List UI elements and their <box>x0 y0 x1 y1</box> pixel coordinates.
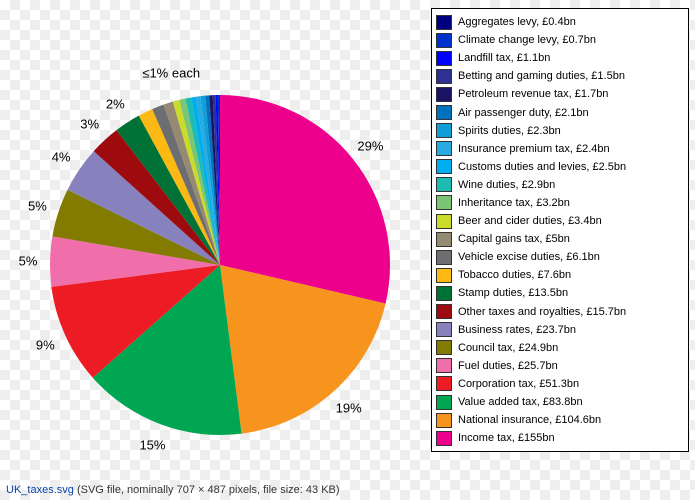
legend-label: National insurance, £104.6bn <box>458 414 601 426</box>
legend-item: Capital gains tax, £5bn <box>436 230 684 248</box>
legend-swatch <box>436 123 452 138</box>
legend-item: Petroleum revenue tax, £1.7bn <box>436 85 684 103</box>
legend-label: Value added tax, £83.8bn <box>458 396 583 408</box>
legend-label: Air passenger duty, £2.1bn <box>458 107 589 119</box>
legend-swatch <box>436 286 452 301</box>
pie-pct-label: 15% <box>139 437 165 452</box>
legend-swatch <box>436 214 452 229</box>
legend-swatch <box>436 322 452 337</box>
legend-item: Income tax, £155bn <box>436 429 684 447</box>
pie-pct-label: 9% <box>36 337 55 352</box>
legend-swatch <box>436 268 452 283</box>
legend: Aggregates levy, £0.4bn Climate change le… <box>431 8 689 452</box>
legend-label: Business rates, £23.7bn <box>458 324 576 336</box>
legend-item: Insurance premium tax, £2.4bn <box>436 140 684 158</box>
pie-pct-label: 19% <box>336 400 362 415</box>
legend-swatch <box>436 141 452 156</box>
legend-swatch <box>436 376 452 391</box>
file-meta: (SVG file, nominally 707 × 487 pixels, f… <box>77 484 340 496</box>
pie-pct-label: 2% <box>106 97 125 112</box>
legend-label: Tobacco duties, £7.6bn <box>458 269 571 281</box>
legend-swatch <box>436 177 452 192</box>
legend-item: Customs duties and levies, £2.5bn <box>436 158 684 176</box>
legend-swatch <box>436 304 452 319</box>
legend-label: Stamp duties, £13.5bn <box>458 287 568 299</box>
pie-pct-label: 5% <box>19 254 38 269</box>
pie-small-group-label: ≤1% each <box>142 66 200 81</box>
legend-item: Betting and gaming duties, £1.5bn <box>436 67 684 85</box>
legend-item: Aggregates levy, £0.4bn <box>436 13 684 31</box>
legend-swatch <box>436 33 452 48</box>
legend-item: Council tax, £24.9bn <box>436 339 684 357</box>
legend-item: Value added tax, £83.8bn <box>436 393 684 411</box>
legend-swatch <box>436 51 452 66</box>
pie-pct-label: 5% <box>28 198 47 213</box>
legend-label: Council tax, £24.9bn <box>458 342 558 354</box>
legend-swatch <box>436 340 452 355</box>
legend-item: Stamp duties, £13.5bn <box>436 284 684 302</box>
legend-swatch <box>436 413 452 428</box>
legend-label: Capital gains tax, £5bn <box>458 233 570 245</box>
legend-label: Corporation tax, £51.3bn <box>458 378 579 390</box>
legend-swatch <box>436 232 452 247</box>
legend-swatch <box>436 250 452 265</box>
pie-pct-label: 3% <box>80 117 99 132</box>
legend-label: Spirits duties, £2.3bn <box>458 125 561 137</box>
legend-label: Insurance premium tax, £2.4bn <box>458 143 610 155</box>
legend-item: Climate change levy, £0.7bn <box>436 31 684 49</box>
legend-swatch <box>436 105 452 120</box>
legend-item: National insurance, £104.6bn <box>436 411 684 429</box>
legend-item: Corporation tax, £51.3bn <box>436 375 684 393</box>
legend-swatch <box>436 159 452 174</box>
legend-swatch <box>436 395 452 410</box>
legend-swatch <box>436 195 452 210</box>
legend-swatch <box>436 87 452 102</box>
legend-label: Aggregates levy, £0.4bn <box>458 16 576 28</box>
legend-item: Air passenger duty, £2.1bn <box>436 103 684 121</box>
legend-swatch <box>436 69 452 84</box>
legend-item: Fuel duties, £25.7bn <box>436 357 684 375</box>
caption: UK_taxes.svg (SVG file, nominally 707 × … <box>6 484 340 496</box>
legend-label: Income tax, £155bn <box>458 432 555 444</box>
legend-swatch <box>436 431 452 446</box>
legend-label: Petroleum revenue tax, £1.7bn <box>458 88 608 100</box>
legend-item: Vehicle excise duties, £6.1bn <box>436 248 684 266</box>
legend-item: Other taxes and royalties, £15.7bn <box>436 303 684 321</box>
legend-label: Other taxes and royalties, £15.7bn <box>458 306 626 318</box>
pie-pct-label: 4% <box>52 150 71 165</box>
legend-item: Tobacco duties, £7.6bn <box>436 266 684 284</box>
legend-label: Betting and gaming duties, £1.5bn <box>458 70 625 82</box>
legend-item: Wine duties, £2.9bn <box>436 176 684 194</box>
legend-label: Vehicle excise duties, £6.1bn <box>458 251 600 263</box>
legend-label: Landfill tax, £1.1bn <box>458 52 550 64</box>
legend-label: Customs duties and levies, £2.5bn <box>458 161 626 173</box>
legend-label: Fuel duties, £25.7bn <box>458 360 558 372</box>
legend-swatch <box>436 358 452 373</box>
legend-item: Spirits duties, £2.3bn <box>436 122 684 140</box>
legend-label: Inheritance tax, £3.2bn <box>458 197 570 209</box>
legend-item: Beer and cider duties, £3.4bn <box>436 212 684 230</box>
file-link[interactable]: UK_taxes.svg <box>6 484 74 496</box>
legend-item: Inheritance tax, £3.2bn <box>436 194 684 212</box>
pie-pct-label: 29% <box>357 138 383 153</box>
legend-item: Landfill tax, £1.1bn <box>436 49 684 67</box>
legend-item: Business rates, £23.7bn <box>436 321 684 339</box>
legend-label: Wine duties, £2.9bn <box>458 179 555 191</box>
legend-swatch <box>436 15 452 30</box>
legend-label: Beer and cider duties, £3.4bn <box>458 215 602 227</box>
legend-label: Climate change levy, £0.7bn <box>458 34 596 46</box>
